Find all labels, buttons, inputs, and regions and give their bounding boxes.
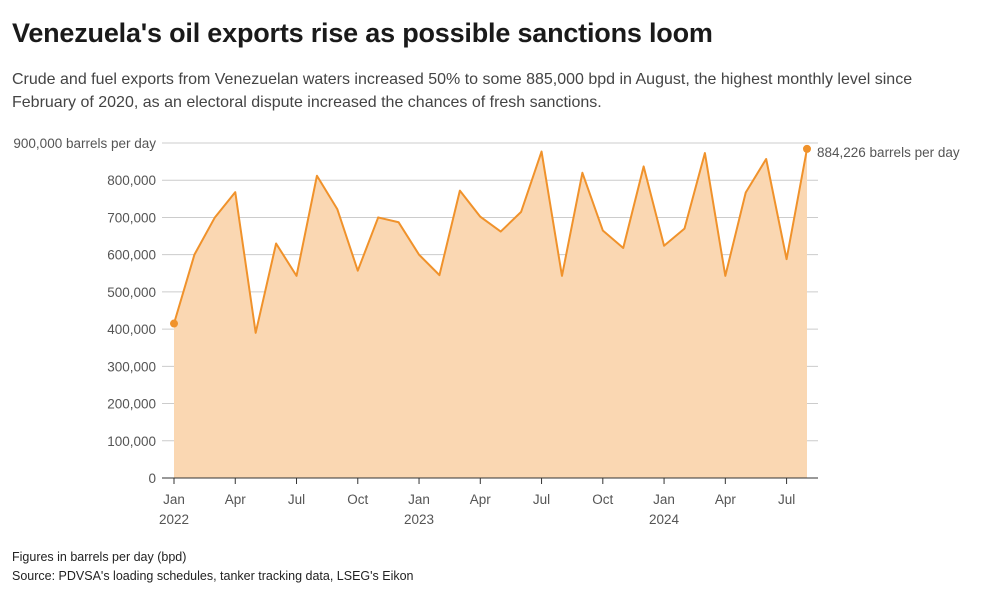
x-tick-label: Jul [778,492,795,507]
data-point [417,253,421,257]
data-point [723,274,727,278]
x-tick-label: Jan [408,492,430,507]
data-point [703,151,707,155]
x-axis-labels: Jan 2022 Apr Jul Oct Jan 2023 Apr Jul Oct Jan 2024 A… [159,492,795,527]
data-points [170,144,811,335]
data-point [192,253,196,257]
x-tick-label: Jan [163,492,185,507]
x-tick-label: Jan [653,492,675,507]
data-point [437,273,441,277]
footer-source: Source: PDVSA's loading schedules, tanke… [12,569,414,583]
y-tick-label: 700,000 [107,210,156,225]
chart-subtitle: Crude and fuel exports from Venezuelan w… [12,71,913,111]
data-point [519,210,523,214]
y-tick-label: 500,000 [107,285,156,300]
data-point [315,174,319,178]
data-point [335,207,339,211]
data-point [744,191,748,195]
data-point [458,189,462,193]
y-tick-label: 0 [148,471,156,486]
y-axis-labels: 0 100,000 200,000 300,000 400,000 500,000 600,… [13,136,156,486]
chart-title: Venezuela's oil exports rise as possible… [12,18,713,48]
x-tick-label: Jul [533,492,550,507]
data-point [397,220,401,224]
data-point [785,257,789,261]
data-point [254,331,258,335]
footer: Figures in barrels per day (bpd) Source:… [12,548,414,586]
y-tick-label: 100,000 [107,434,156,449]
y-tick-label: 900,000 barrels per day [13,136,156,151]
data-point [356,269,360,273]
x-tick-label: Oct [592,492,613,507]
data-point [170,319,178,328]
data-point [376,215,380,219]
y-tick-label: 300,000 [107,359,156,374]
x-tick-year-label: 2023 [404,512,434,527]
x-tick-year-label: 2024 [649,512,680,527]
end-value-annotation: 884,226 barrels per day [817,145,960,160]
data-point [499,230,503,234]
data-point [682,227,686,231]
data-point [803,144,811,153]
series-line [173,148,808,334]
data-point [642,164,646,168]
y-tick-label: 800,000 [107,173,156,188]
data-point [478,215,482,219]
axes [162,477,818,484]
data-point [764,157,768,161]
y-tick-label: 200,000 [107,397,156,412]
data-point [233,190,237,194]
data-point [662,244,666,248]
data-point [213,215,217,219]
data-point [621,246,625,250]
data-point [274,242,278,246]
y-tick-label: 600,000 [107,248,156,263]
y-tick-label: 400,000 [107,322,156,337]
x-tick-label: Jul [288,492,305,507]
data-point [295,274,299,278]
data-point [601,228,605,232]
x-tick-year-label: 2022 [159,512,189,527]
x-tick-label: Apr [470,492,492,507]
x-tick-label: Apr [715,492,737,507]
data-point [580,171,584,175]
x-tick-label: Oct [347,492,368,507]
data-point [560,274,564,278]
footer-note: Figures in barrels per day (bpd) [12,550,187,564]
data-point [540,150,544,154]
annotations: 884,226 barrels per day [817,145,960,160]
area-series [173,148,808,478]
area-fill [174,148,807,478]
x-tick-label: Apr [225,492,247,507]
